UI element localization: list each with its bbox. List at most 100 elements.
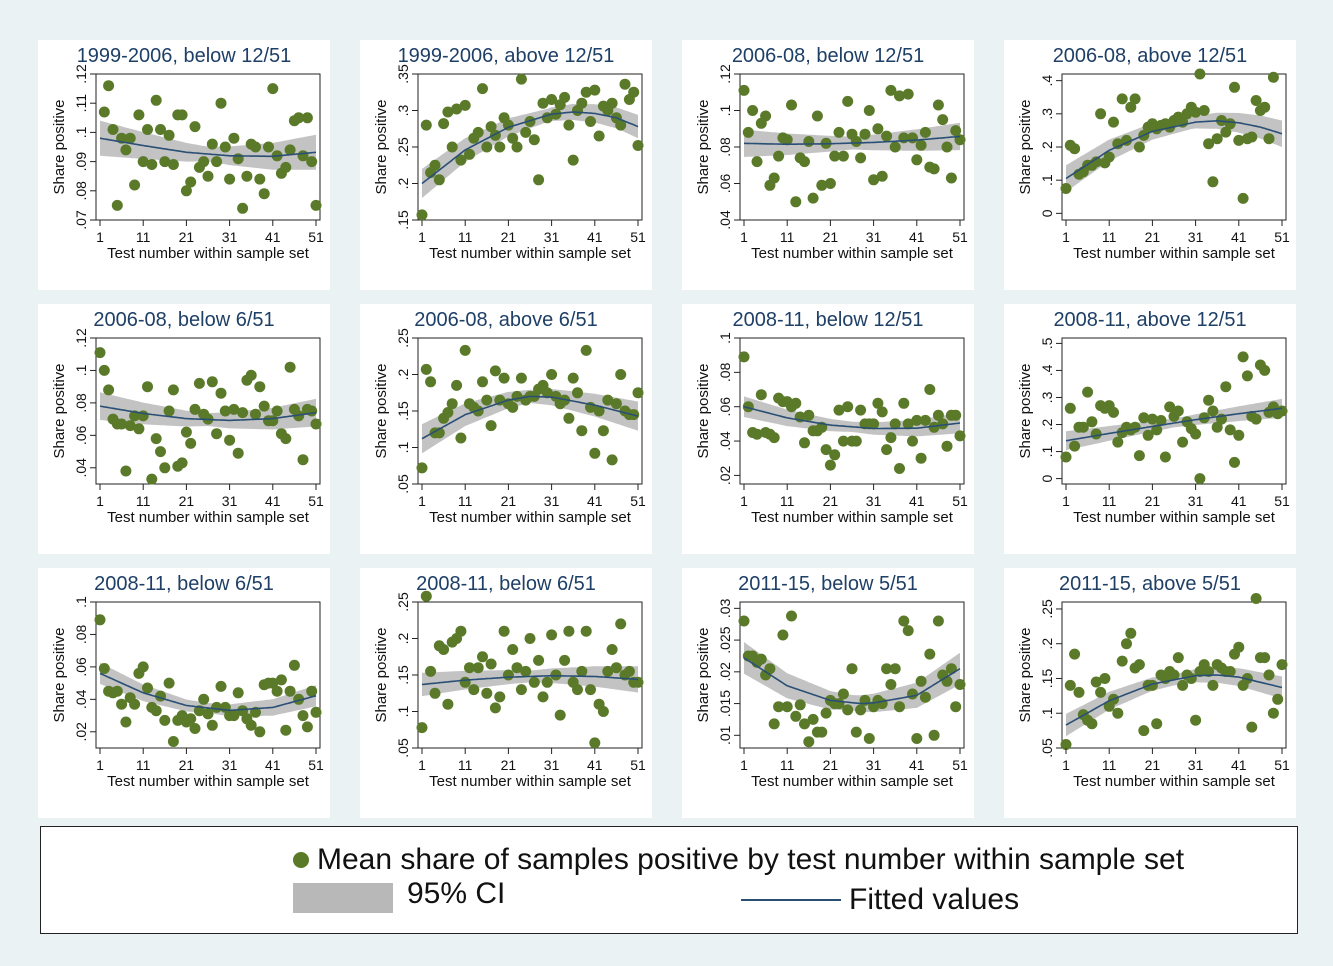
data-point-10 bbox=[137, 156, 149, 168]
data-point-18 bbox=[1133, 659, 1145, 671]
data-point-9 bbox=[129, 698, 141, 710]
data-point-16 bbox=[159, 462, 171, 474]
x-tick-label: 21 bbox=[823, 757, 839, 773]
data-point-18 bbox=[489, 365, 501, 377]
x-tick-label: 51 bbox=[630, 493, 646, 509]
data-point-22 bbox=[829, 150, 841, 162]
data-point-36 bbox=[889, 418, 901, 430]
y-tick-label: .1 bbox=[717, 332, 733, 344]
panel-title: 2008-11, below 12/51 bbox=[733, 309, 924, 331]
x-tick-label: 31 bbox=[544, 229, 560, 245]
data-point-1 bbox=[94, 347, 106, 359]
panel-title: 2006-08, below 12/51 bbox=[732, 45, 924, 67]
y-tick-label: .2 bbox=[1039, 638, 1055, 650]
data-point-40 bbox=[267, 83, 279, 95]
x-tick-label: 1 bbox=[96, 757, 104, 773]
y-axis-label: Share positive bbox=[51, 627, 68, 722]
y-tick-label: .05 bbox=[1039, 738, 1055, 758]
y-axis-label: Share positive bbox=[51, 99, 68, 194]
panel-3: 2006-08, below 12/511 11 21 31 41 51.04.06.08… bbox=[682, 40, 974, 290]
data-point-24 bbox=[837, 150, 849, 162]
data-point-5 bbox=[1077, 421, 1089, 433]
data-point-10 bbox=[777, 629, 789, 641]
data-point-48 bbox=[1263, 133, 1275, 145]
panel-title: 2011-15, below 5/51 bbox=[738, 573, 918, 595]
data-point-44 bbox=[924, 648, 936, 660]
data-point-8 bbox=[1090, 428, 1102, 440]
data-point-1 bbox=[94, 614, 106, 626]
data-point-13 bbox=[790, 710, 802, 722]
data-point-8 bbox=[768, 172, 780, 184]
data-point-9 bbox=[1095, 686, 1107, 698]
y-tick-label: .25 bbox=[1039, 599, 1055, 619]
data-point-7 bbox=[120, 465, 132, 477]
y-tick-label: .1 bbox=[73, 364, 89, 376]
data-point-8 bbox=[1090, 676, 1102, 688]
data-point-41 bbox=[589, 737, 601, 749]
data-point-47 bbox=[937, 418, 949, 430]
x-tick-label: 31 bbox=[544, 757, 560, 773]
data-point-23 bbox=[511, 141, 523, 153]
data-point-19 bbox=[176, 109, 188, 121]
data-point-32 bbox=[228, 403, 240, 415]
y-tick-label: .08 bbox=[717, 137, 733, 157]
data-point-36 bbox=[250, 141, 261, 153]
y-tick-label: 0 bbox=[1039, 209, 1055, 217]
data-point-50 bbox=[950, 701, 962, 713]
data-point-27 bbox=[850, 435, 862, 447]
data-point-1 bbox=[1060, 183, 1072, 194]
data-point-17 bbox=[163, 405, 175, 417]
data-point-9 bbox=[451, 103, 463, 115]
data-point-44 bbox=[602, 665, 614, 677]
data-point-42 bbox=[1237, 192, 1249, 204]
data-point-1 bbox=[738, 84, 750, 96]
data-point-38 bbox=[576, 665, 588, 677]
data-point-24 bbox=[198, 156, 210, 168]
fitted-line bbox=[1065, 119, 1283, 180]
data-point-32 bbox=[1194, 68, 1206, 80]
plot-frame bbox=[95, 337, 321, 485]
y-tick-label: .05 bbox=[395, 738, 411, 758]
data-point-1 bbox=[416, 722, 428, 734]
data-point-13 bbox=[790, 397, 802, 409]
data-point-39 bbox=[580, 86, 592, 98]
legend-ci-swatch bbox=[293, 883, 393, 913]
data-point-23 bbox=[833, 126, 845, 138]
y-tick-label: .1 bbox=[717, 104, 733, 116]
y-tick-label: .35 bbox=[395, 64, 411, 84]
data-point-28 bbox=[855, 704, 867, 716]
data-point-43 bbox=[597, 425, 609, 437]
y-tick-label: .15 bbox=[395, 401, 411, 421]
x-tick-label: 1 bbox=[740, 757, 748, 773]
data-point-17 bbox=[485, 420, 497, 432]
y-tick-label: .06 bbox=[717, 397, 733, 417]
panel-title: 2006-08, above 6/51 bbox=[414, 309, 598, 331]
data-point-6 bbox=[438, 118, 450, 130]
data-point-38 bbox=[254, 381, 266, 393]
y-tick-label: .15 bbox=[395, 210, 411, 230]
plot-frame bbox=[95, 601, 321, 749]
data-point-17 bbox=[485, 121, 497, 133]
data-point-36 bbox=[889, 141, 901, 153]
data-point-3 bbox=[1069, 440, 1081, 452]
data-point-13 bbox=[150, 94, 162, 106]
data-point-40 bbox=[585, 116, 596, 127]
data-point-4 bbox=[429, 687, 441, 699]
data-point-47 bbox=[293, 693, 305, 705]
data-point-44 bbox=[284, 144, 296, 156]
y-axis-label: Share positive bbox=[373, 627, 390, 722]
data-point-22 bbox=[189, 121, 201, 133]
data-point-9 bbox=[133, 109, 145, 121]
data-point-16 bbox=[803, 409, 815, 421]
data-point-49 bbox=[1267, 707, 1279, 719]
data-point-49 bbox=[1267, 71, 1279, 83]
data-point-6 bbox=[1082, 386, 1094, 398]
x-tick-label: 1 bbox=[418, 229, 426, 245]
data-point-26 bbox=[846, 663, 858, 675]
data-point-46 bbox=[288, 659, 300, 671]
data-point-11 bbox=[781, 134, 793, 146]
y-axis-label: Share positive bbox=[1017, 363, 1034, 458]
y-axis-label: Share positive bbox=[1017, 99, 1034, 194]
data-point-30 bbox=[219, 405, 231, 417]
x-tick-label: 41 bbox=[265, 757, 281, 773]
